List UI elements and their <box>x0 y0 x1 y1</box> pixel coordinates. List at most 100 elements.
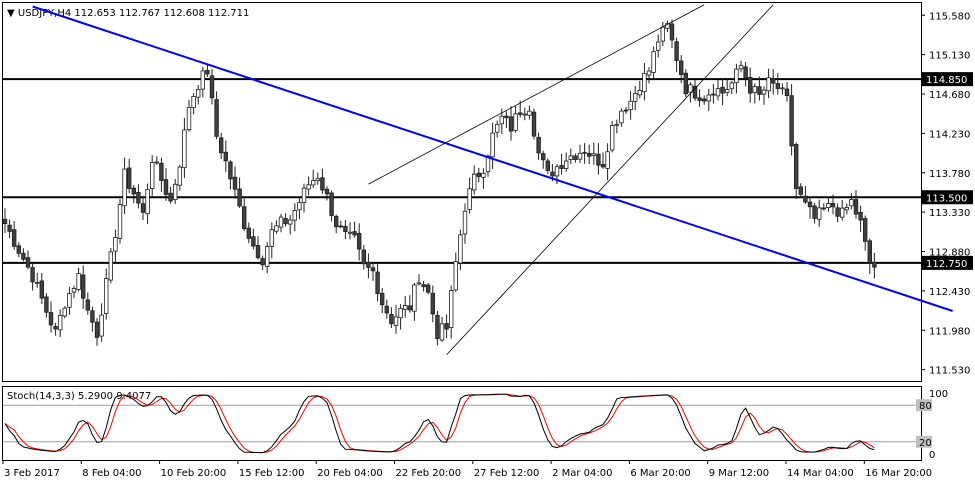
candle-body <box>651 51 656 73</box>
stoch-panel-frame <box>2 386 922 461</box>
candle-body <box>214 99 219 137</box>
candle-body <box>504 115 509 119</box>
candle-body <box>62 307 67 317</box>
candle-body <box>301 187 307 204</box>
candle-body <box>605 151 610 169</box>
candle-body <box>803 195 808 203</box>
candle-body <box>306 184 311 190</box>
time-axis: 3 Feb 2017 8 Feb 04:00 10 Feb 20:00 15 Feb … <box>2 460 932 479</box>
candle-body <box>338 225 343 228</box>
candle-body <box>780 87 785 90</box>
candle-body <box>274 225 279 232</box>
candle-body <box>669 23 675 41</box>
candle-body <box>421 284 426 288</box>
candle-body <box>117 204 123 239</box>
candle-body <box>738 65 744 70</box>
candle-body <box>435 314 440 340</box>
level-tag-label: 112.750 <box>926 259 967 270</box>
candle-body <box>729 82 734 90</box>
candle-body <box>361 249 366 265</box>
candle-body <box>324 188 330 195</box>
candle-body <box>564 160 569 169</box>
stoch-scale-label: 0 <box>929 450 935 461</box>
candle-body <box>494 124 500 133</box>
candle-body <box>94 321 100 338</box>
candle-body <box>412 284 417 312</box>
candle-body <box>172 183 178 201</box>
candle-body <box>287 219 293 225</box>
candle-body <box>108 251 113 281</box>
stoch-signal-line <box>4 393 875 454</box>
time-tick-label: 10 Feb 20:00 <box>161 468 227 479</box>
candle-body <box>297 202 302 211</box>
candle-body <box>149 162 155 189</box>
candle-body <box>812 205 817 219</box>
candle-body <box>807 201 813 208</box>
candle-body <box>205 70 210 75</box>
candle-body <box>76 273 81 290</box>
candle-body <box>725 89 730 93</box>
candle-body <box>186 107 192 130</box>
candle-body <box>104 278 109 314</box>
time-tick-label: 8 Feb 04:00 <box>82 468 141 479</box>
candle-body <box>21 252 26 260</box>
candle-body <box>596 153 601 166</box>
candle-body <box>246 227 251 239</box>
candle-body <box>182 129 187 169</box>
candle-body <box>315 178 320 182</box>
price-tick-label: 112.430 <box>929 287 970 298</box>
candle-body <box>81 274 86 299</box>
candle-body <box>356 232 362 250</box>
candle-body <box>425 284 431 293</box>
time-tick-label: 9 Mar 12:00 <box>709 468 769 479</box>
candle-body <box>16 245 21 254</box>
candle-body <box>835 207 840 217</box>
stoch-level-label: 20 <box>919 438 932 449</box>
time-tick-label: 3 Feb 2017 <box>4 468 60 479</box>
candle-body <box>375 271 380 295</box>
time-tick-label: 22 Feb 20:00 <box>396 468 462 479</box>
candle-body <box>761 89 767 95</box>
candle-body <box>366 261 371 268</box>
candle-body <box>830 203 836 208</box>
candle-body <box>370 267 376 272</box>
candle-body <box>784 88 790 96</box>
candle-body <box>402 305 408 310</box>
candle-body <box>587 153 592 157</box>
candle-body <box>448 290 454 328</box>
candle-body <box>30 267 35 283</box>
candle-body <box>559 165 564 169</box>
candle-body <box>531 111 537 137</box>
candle-body <box>628 100 633 111</box>
candle-body <box>665 23 670 29</box>
candle-body <box>872 261 877 268</box>
level-tag-label: 114.850 <box>926 75 967 86</box>
candle-body <box>794 144 799 189</box>
candle-body <box>633 93 638 102</box>
candle-body <box>343 225 348 233</box>
candle-body <box>734 68 739 84</box>
candle-body <box>674 41 679 61</box>
candle-body <box>122 168 127 207</box>
candle-body <box>310 180 316 186</box>
candle-body <box>25 257 31 268</box>
candle-body <box>798 186 803 195</box>
level-tag-label: 113.500 <box>926 193 967 204</box>
candle-body <box>467 188 472 211</box>
candle-body <box>255 245 261 259</box>
candle-body <box>702 98 707 102</box>
price-tick-label: 115.580 <box>929 11 970 22</box>
trendline-channel-upper <box>368 4 705 185</box>
candle-body <box>858 211 863 221</box>
candle-body <box>347 231 353 234</box>
candle-body <box>99 314 104 337</box>
candle-body <box>867 240 872 264</box>
candle-body <box>826 203 831 208</box>
candle-body <box>757 86 762 95</box>
price-tick-label: 115.130 <box>929 51 970 62</box>
candle-body <box>136 191 141 204</box>
candle-body <box>439 323 445 341</box>
stoch-level-tag <box>916 399 932 412</box>
candle-body <box>154 161 159 164</box>
candle-body <box>541 153 546 161</box>
